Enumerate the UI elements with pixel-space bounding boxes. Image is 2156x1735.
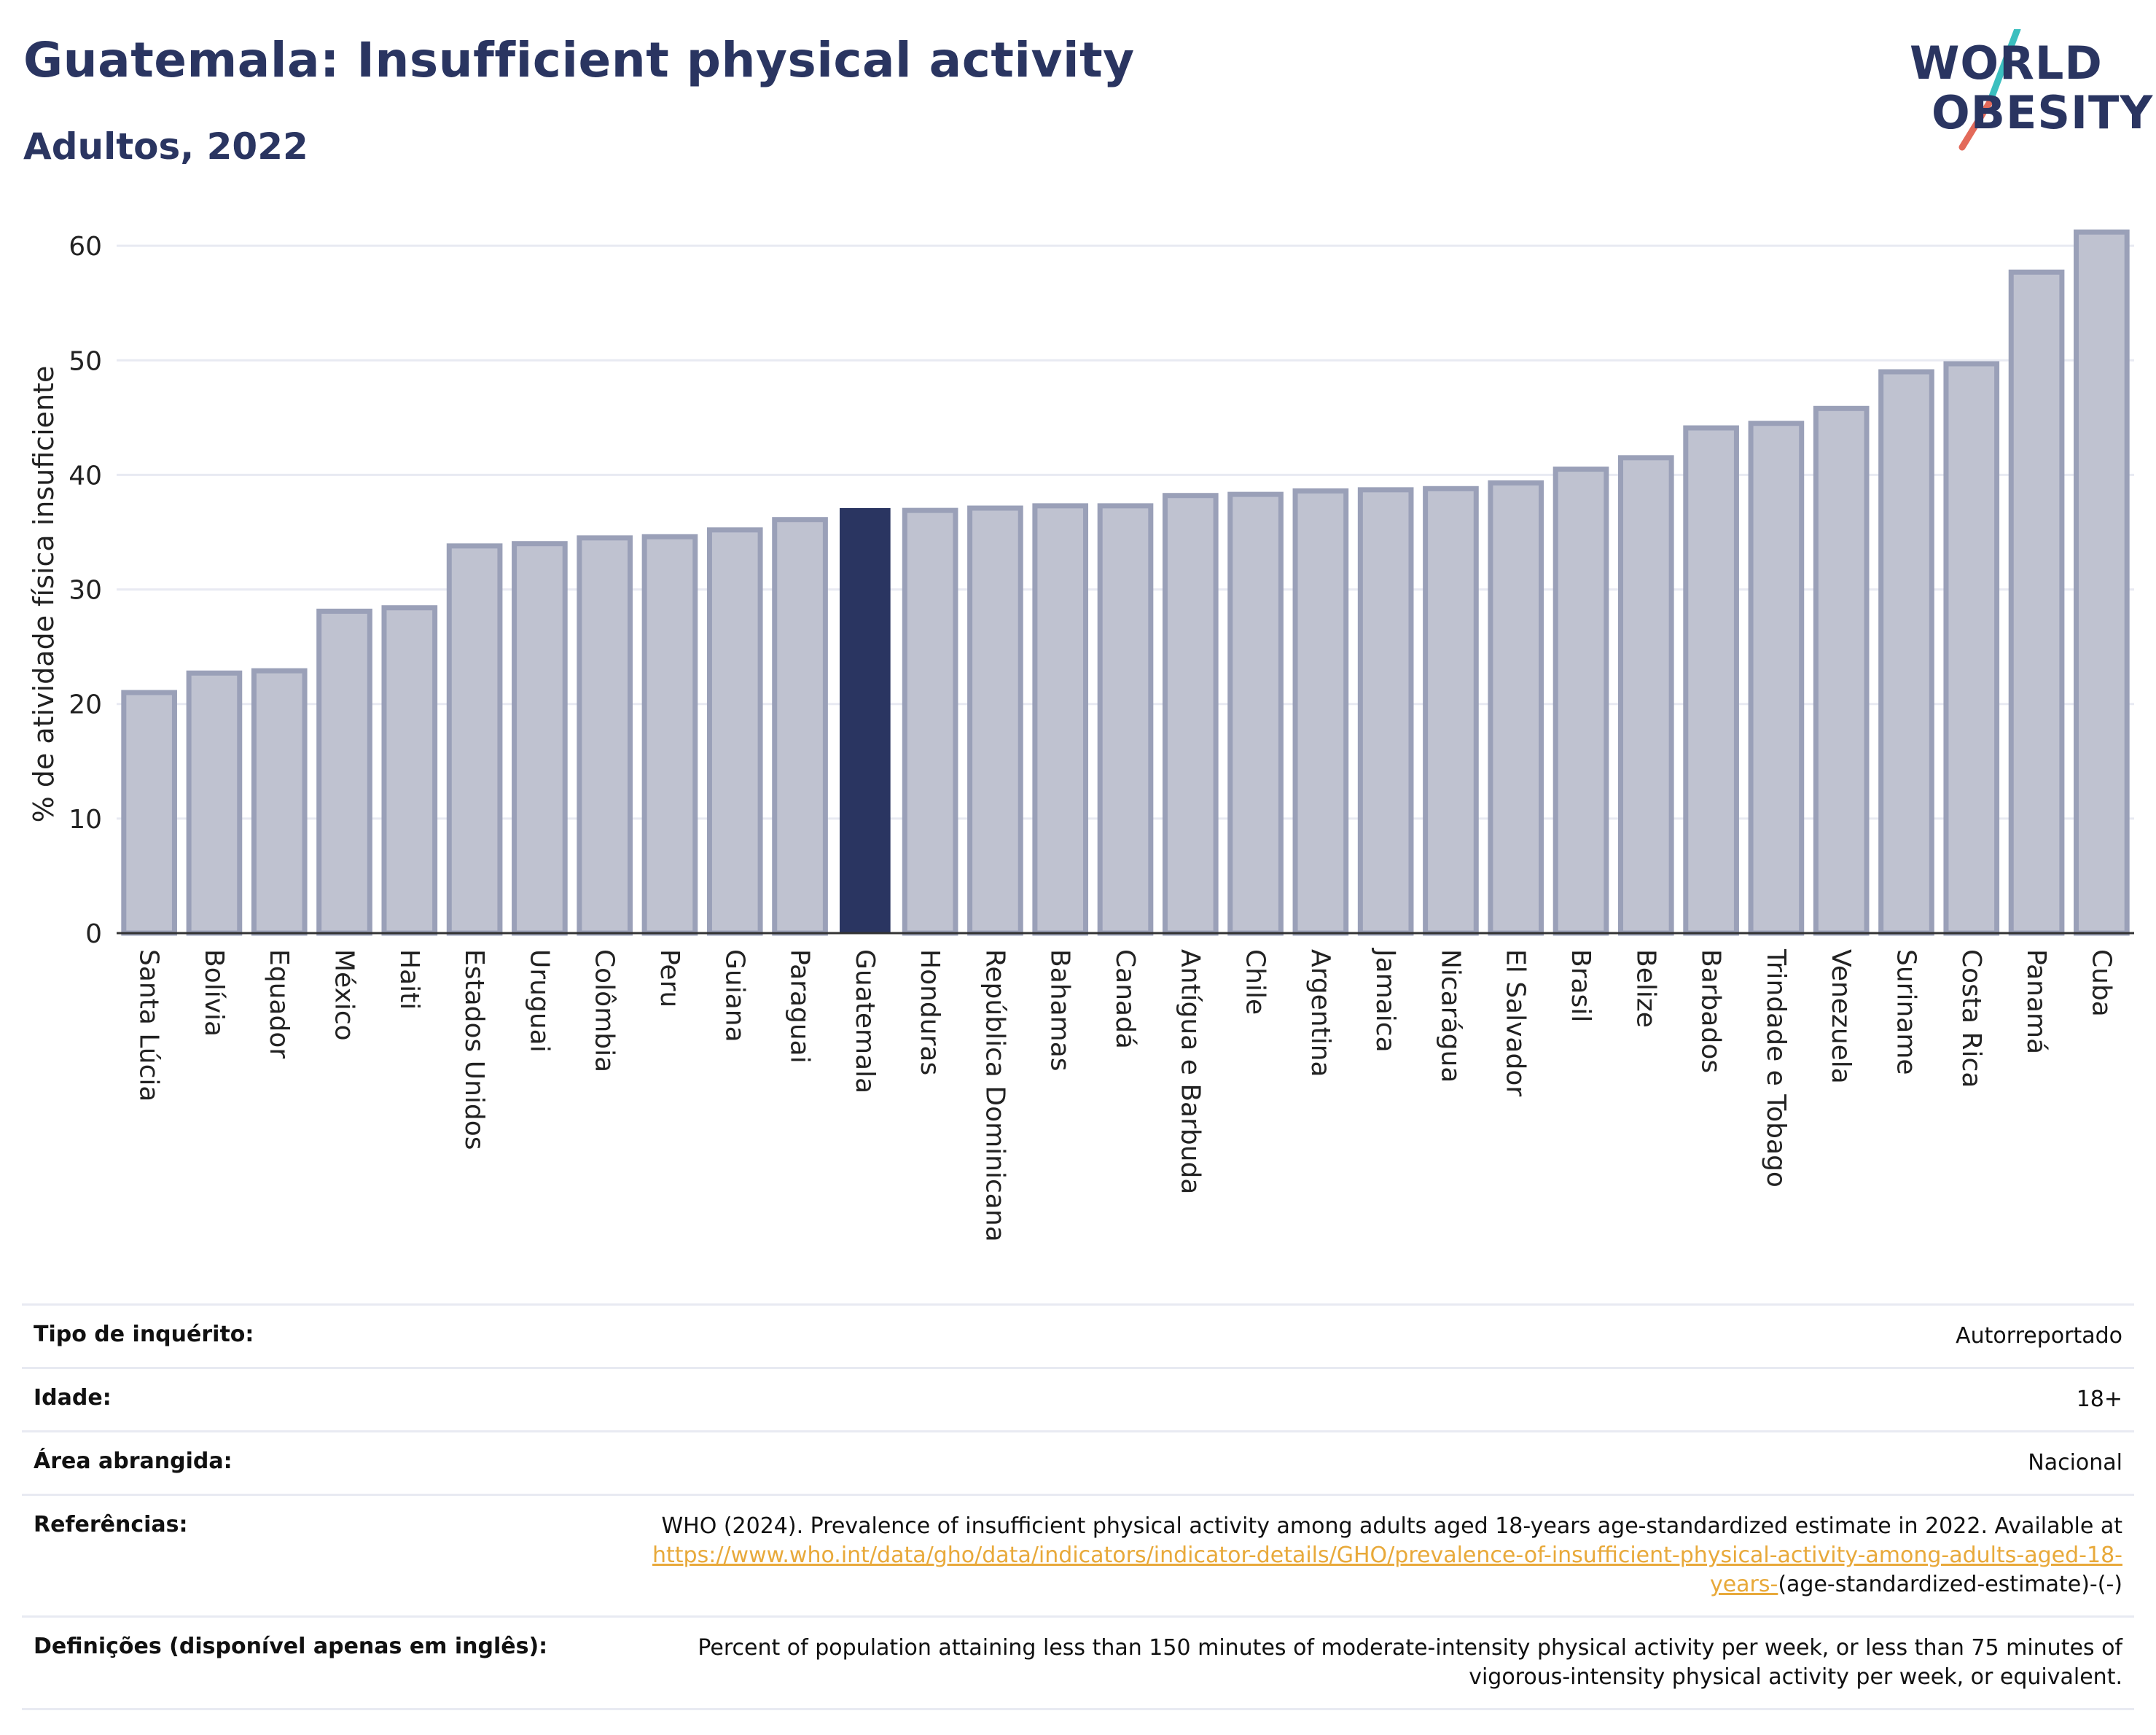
- x-tick-label: Guatemala: [850, 949, 880, 1093]
- info-row-definitions: Definições (disponível apenas em inglês)…: [22, 1615, 2134, 1710]
- bar: [121, 690, 177, 936]
- info-row-area: Área abrangida: Nacional: [22, 1430, 2134, 1495]
- x-tick-label: Bolívia: [199, 949, 229, 1037]
- info-key: Definições (disponível apenas em inglês)…: [22, 1615, 614, 1710]
- info-row-survey: Tipo de inquérito: Autorreportado: [22, 1303, 2134, 1368]
- x-tick-label: El Salvador: [1501, 949, 1531, 1096]
- x-tick-label: Venezuela: [1826, 949, 1856, 1084]
- bar: [641, 534, 698, 936]
- x-tick-label: Costa Rica: [1956, 949, 1986, 1088]
- info-table: Tipo de inquérito: Autorreportado Idade:…: [22, 1303, 2134, 1710]
- logo-slash-icon: [1958, 29, 2021, 151]
- x-tick-label: Paraguai: [785, 949, 815, 1064]
- x-tick-label: Nicarágua: [1435, 949, 1465, 1083]
- bar: [772, 517, 828, 936]
- x-tick-label: Jamaica: [1370, 948, 1400, 1053]
- x-tick-label: Panamá: [2021, 949, 2051, 1054]
- x-tick-label: Honduras: [915, 949, 945, 1075]
- info-value: Nacional: [614, 1430, 2134, 1495]
- bar: [1552, 467, 1609, 936]
- chart-subtitle: Adultos, 2022: [23, 125, 308, 168]
- bar: [1357, 487, 1414, 936]
- bar: [1227, 491, 1284, 936]
- bar: [316, 608, 372, 936]
- reference-text: WHO (2024). Prevalence of insufficient p…: [661, 1513, 2122, 1539]
- x-tick-label: Guiana: [719, 949, 749, 1042]
- x-tick-label: Peru: [655, 949, 684, 1007]
- info-row-age: Idade: 18+: [22, 1367, 2134, 1432]
- bar-chart: 0 10 20 30 40 50 60 Santa Lúcia Bolívia Equador Mé…: [69, 229, 2134, 1242]
- bar: [1423, 486, 1479, 936]
- info-value: WHO (2024). Prevalence of insufficient p…: [614, 1494, 2134, 1617]
- x-tick-label: Uruguai: [524, 949, 554, 1053]
- bar: [2008, 269, 2065, 936]
- x-tick-label: Argentina: [1305, 949, 1335, 1077]
- bar: [967, 505, 1023, 936]
- bar: [186, 670, 243, 936]
- y-tick-label: 10: [69, 805, 102, 835]
- x-tick-label: Suriname: [1891, 949, 1921, 1075]
- bar: [381, 605, 438, 936]
- x-tick-label: Haiti: [394, 949, 424, 1010]
- x-tick-label: Bahamas: [1045, 949, 1075, 1072]
- bar-highlighted: [840, 508, 891, 933]
- info-key: Área abrangida:: [22, 1430, 614, 1495]
- info-row-references: Referências: WHO (2024). Prevalence of i…: [22, 1494, 2134, 1617]
- x-tick-label: República Dominicana: [980, 949, 1009, 1242]
- bar: [1813, 405, 1870, 936]
- bar: [1617, 455, 1674, 936]
- chart-title: Guatemala: Insufficient physical activit…: [23, 32, 1135, 88]
- bar: [446, 543, 503, 936]
- bar: [1943, 361, 2000, 936]
- reference-suffix: (age-standardized-estimate)-(-): [1778, 1572, 2122, 1597]
- bar: [1878, 369, 1934, 936]
- x-tick-label: Estados Unidos: [459, 949, 489, 1150]
- x-tick-label: Equador: [264, 949, 294, 1058]
- bar: [902, 507, 958, 936]
- x-tick-label: Belize: [1630, 949, 1660, 1028]
- bar: [1097, 503, 1154, 936]
- x-tick-label: México: [329, 949, 359, 1041]
- y-tick-label: 60: [69, 232, 102, 262]
- logo-text-obesity: OBESITY: [1932, 86, 2154, 139]
- x-tick-label: Chile: [1241, 949, 1270, 1015]
- reference-link[interactable]: https://www.who.int/data/gho/data/indica…: [652, 1543, 2122, 1597]
- info-value: 18+: [614, 1367, 2134, 1432]
- y-tick-label: 20: [69, 690, 102, 720]
- info-key: Referências:: [22, 1494, 614, 1617]
- x-tick-label: Trindade e Tobago: [1761, 948, 1791, 1188]
- logo-text-world: WORLD: [1910, 36, 2103, 90]
- y-tick-label: 50: [69, 346, 102, 376]
- x-tick-label: Canadá: [1110, 949, 1140, 1049]
- info-value: Percent of population attaining less tha…: [614, 1615, 2134, 1710]
- bar: [1488, 480, 1544, 936]
- info-value: Autorreportado: [614, 1303, 2134, 1368]
- bar: [577, 535, 633, 936]
- bar: [1032, 503, 1089, 936]
- bar: [1748, 421, 1805, 936]
- world-obesity-logo: WORLD OBESITY: [1895, 29, 2152, 160]
- bar: [1683, 425, 1739, 936]
- bar: [1292, 488, 1349, 936]
- info-key: Idade:: [22, 1367, 614, 1432]
- info-key: Tipo de inquérito:: [22, 1303, 614, 1368]
- y-tick-label: 30: [69, 576, 102, 606]
- bar: [2074, 229, 2130, 936]
- x-tick-label: Brasil: [1566, 949, 1595, 1022]
- bar: [706, 527, 763, 936]
- x-tick-label: Antígua e Barbuda: [1175, 949, 1205, 1194]
- x-tick-label: Santa Lúcia: [134, 949, 164, 1102]
- x-tick-label: Colômbia: [590, 949, 620, 1072]
- bar: [512, 541, 568, 936]
- y-tick-label: 0: [85, 919, 102, 949]
- bar: [1162, 493, 1219, 936]
- bar: [251, 668, 308, 936]
- x-tick-label: Cuba: [2086, 949, 2116, 1017]
- y-tick-label: 40: [69, 461, 102, 491]
- x-tick-label: Barbados: [1696, 949, 1726, 1073]
